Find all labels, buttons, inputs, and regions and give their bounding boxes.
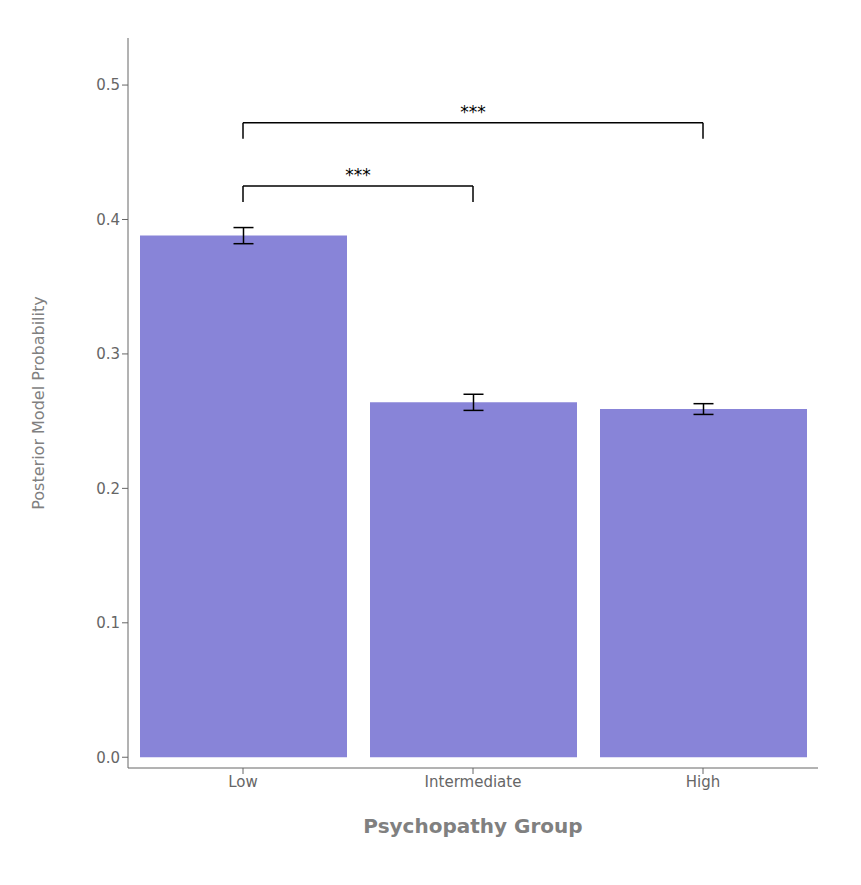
svg-text:***: *** xyxy=(460,102,486,122)
svg-text:0.3: 0.3 xyxy=(96,345,120,363)
svg-text:0.5: 0.5 xyxy=(96,76,120,94)
svg-text:Posterior Model Probability: Posterior Model Probability xyxy=(29,296,48,510)
svg-text:0.2: 0.2 xyxy=(96,480,120,498)
svg-text:High: High xyxy=(686,773,720,791)
svg-text:0.4: 0.4 xyxy=(96,211,120,229)
svg-text:Low: Low xyxy=(228,773,258,791)
svg-text:0.1: 0.1 xyxy=(96,614,120,632)
svg-text:***: *** xyxy=(345,165,371,185)
svg-text:Intermediate: Intermediate xyxy=(425,773,522,791)
svg-text:Psychopathy Group: Psychopathy Group xyxy=(363,814,582,838)
svg-text:0.0: 0.0 xyxy=(96,749,120,767)
